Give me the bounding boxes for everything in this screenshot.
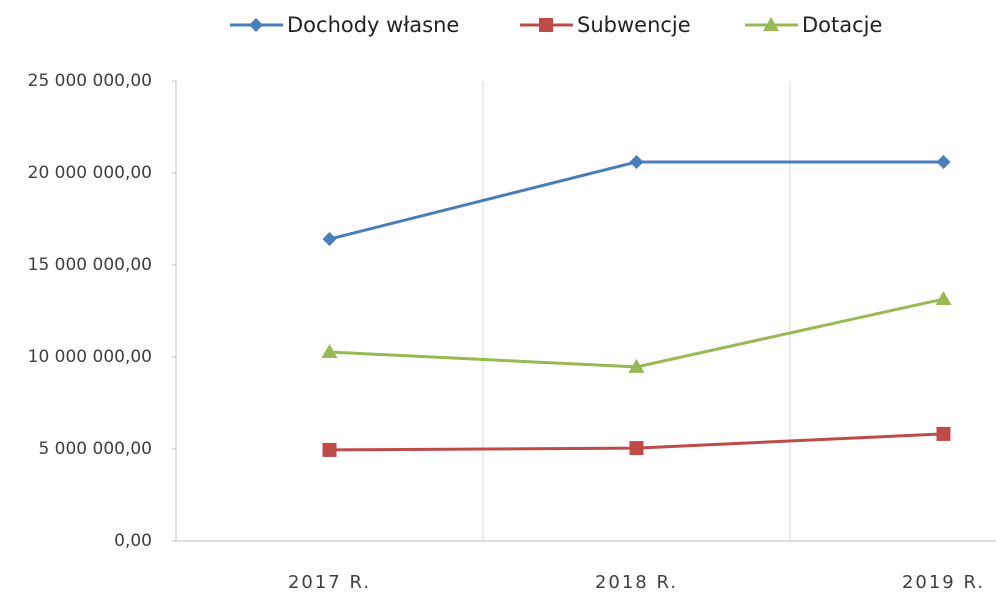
marker bbox=[629, 154, 644, 169]
y-tick-label: 15 000 000,00 bbox=[28, 255, 152, 275]
marker bbox=[322, 442, 337, 457]
y-tick-label: 10 000 000,00 bbox=[28, 347, 152, 367]
marker bbox=[322, 232, 337, 247]
legend-label: Subwencje bbox=[577, 13, 691, 37]
marker bbox=[936, 426, 951, 441]
marker bbox=[321, 344, 338, 359]
marker bbox=[628, 358, 645, 373]
series-line bbox=[329, 297, 944, 369]
marker bbox=[249, 18, 263, 32]
y-tick-label: 5 000 000,00 bbox=[38, 439, 152, 459]
marker bbox=[629, 441, 644, 456]
x-tick-label: 2018 R. bbox=[595, 572, 678, 593]
legend-label: Dochody własne bbox=[287, 13, 459, 37]
x-tick-label: 2017 R. bbox=[288, 572, 371, 593]
y-tick-label: 0,00 bbox=[114, 531, 152, 551]
marker bbox=[539, 18, 553, 32]
marker bbox=[935, 291, 952, 306]
series-line bbox=[329, 160, 944, 241]
marker bbox=[763, 17, 779, 31]
y-tick-label: 25 000 000,00 bbox=[28, 71, 152, 91]
legend-label: Dotacje bbox=[802, 13, 882, 37]
x-tick-label: 2019 R. bbox=[902, 572, 985, 593]
y-tick-label: 20 000 000,00 bbox=[28, 163, 152, 183]
marker bbox=[936, 154, 951, 169]
